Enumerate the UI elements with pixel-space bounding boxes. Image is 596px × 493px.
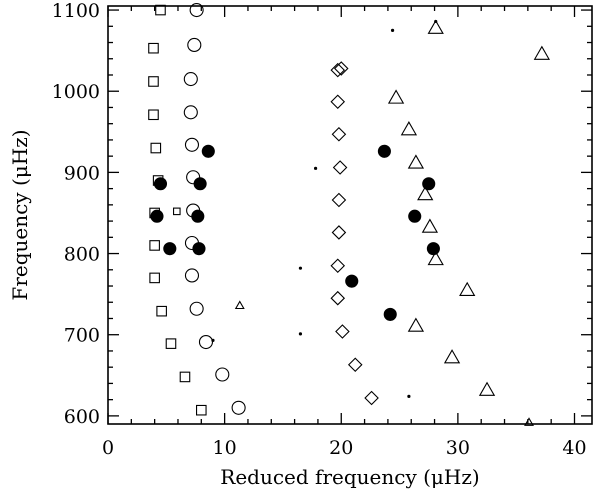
diamond-marker xyxy=(330,94,346,110)
triangle-marker xyxy=(400,121,418,136)
triangle-marker xyxy=(417,185,434,201)
circle-marker xyxy=(198,334,214,350)
triangle-marker xyxy=(427,250,444,266)
x-axis-title: Reduced frequency (μHz) xyxy=(220,465,479,489)
filled-circle-marker xyxy=(193,177,207,191)
small-triangle-marker xyxy=(234,300,245,310)
diamond-marker xyxy=(330,258,346,274)
dot-marker xyxy=(390,28,395,32)
dot-marker xyxy=(298,332,303,336)
circle-marker xyxy=(189,301,204,316)
filled-circle-marker xyxy=(153,177,168,191)
x-tick-label: 0 xyxy=(102,437,114,459)
circle-marker xyxy=(184,268,200,283)
x-tick-label: 10 xyxy=(213,437,237,459)
square-marker xyxy=(165,338,177,349)
filled-circle-marker xyxy=(377,144,391,158)
y-tick-label: 600 xyxy=(64,406,100,428)
diamond-marker xyxy=(347,357,363,373)
triangle-marker xyxy=(407,154,425,169)
square-marker xyxy=(148,109,159,121)
y-tick-label: 900 xyxy=(64,162,100,184)
dot-marker xyxy=(407,394,411,399)
diamond-marker xyxy=(331,192,347,208)
circle-marker xyxy=(215,367,230,382)
dot-marker xyxy=(434,19,438,24)
small-square-marker xyxy=(173,207,181,216)
square-marker xyxy=(156,305,167,317)
data-marks xyxy=(148,3,550,426)
square-marker xyxy=(150,142,162,154)
circle-marker xyxy=(183,105,198,120)
filled-circle-marker xyxy=(383,307,397,321)
dot-marker xyxy=(211,338,215,342)
square-marker xyxy=(179,371,191,383)
triangle-marker xyxy=(443,349,461,364)
plot-frame xyxy=(107,5,593,425)
triangle-marker xyxy=(533,45,550,60)
dot-marker xyxy=(298,266,303,270)
axis-ticks xyxy=(107,6,592,424)
y-tick-label: 700 xyxy=(64,325,100,347)
y-tick-label: 800 xyxy=(64,244,100,266)
diamond-marker xyxy=(333,61,349,76)
circle-marker xyxy=(231,400,246,415)
diamond-marker xyxy=(364,390,379,406)
square-marker xyxy=(148,76,159,87)
filled-circle-marker xyxy=(163,242,177,256)
square-marker xyxy=(148,42,159,54)
y-tick-label: 1000 xyxy=(52,81,100,103)
square-marker xyxy=(149,272,160,284)
x-tick-label: 20 xyxy=(329,437,353,459)
circle-marker xyxy=(187,37,202,53)
triangle-marker xyxy=(459,281,476,297)
filled-circle-marker xyxy=(426,242,440,256)
diamond-marker xyxy=(330,62,346,78)
tick-labels: 0 10 20 30 40 600 700 800 900 1000 1100 xyxy=(52,0,587,459)
small-triangle-marker xyxy=(524,417,534,426)
circle-marker xyxy=(184,137,200,152)
filled-circle-marker xyxy=(201,144,215,158)
filled-circle-marker xyxy=(192,242,206,256)
filled-circle-marker xyxy=(150,209,164,223)
triangle-marker xyxy=(427,19,444,34)
filled-circle-marker xyxy=(191,209,205,223)
y-axis-title: Frequency (μHz) xyxy=(8,129,32,300)
circle-marker xyxy=(183,71,198,87)
dot-marker xyxy=(313,166,318,170)
circle-marker xyxy=(189,3,204,18)
diamond-marker xyxy=(330,290,346,306)
square-marker xyxy=(196,404,207,416)
diamond-marker xyxy=(332,160,348,175)
triangle-marker xyxy=(421,218,439,233)
triangle-marker xyxy=(387,89,405,104)
x-tick-label: 40 xyxy=(562,437,586,459)
diamond-marker xyxy=(331,126,347,142)
filled-circle-marker xyxy=(408,209,422,223)
square-marker xyxy=(149,240,160,251)
diamond-marker xyxy=(331,225,347,240)
filled-circle-marker xyxy=(345,274,359,288)
filled-circle-marker xyxy=(422,177,436,191)
diamond-marker xyxy=(335,324,350,339)
triangle-marker xyxy=(478,381,496,396)
y-tick-label: 1100 xyxy=(52,0,100,22)
triangle-marker xyxy=(407,317,425,332)
x-tick-label: 30 xyxy=(446,437,470,459)
